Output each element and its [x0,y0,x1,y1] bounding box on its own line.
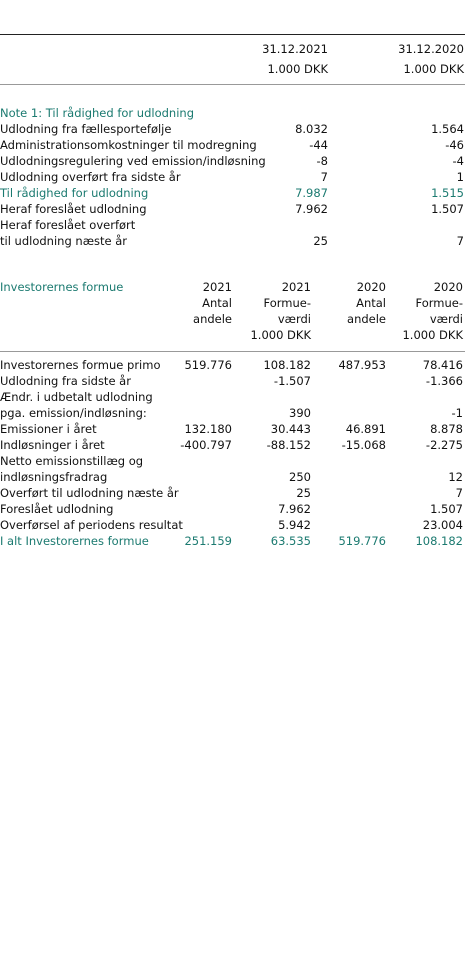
row-label: Investorernes formue primo [0,358,161,372]
column-header: 1.000 DKK [402,328,463,342]
row-label: Ændr. i udbetalt udlodning [0,390,153,404]
cell-value: 46.891 [345,422,386,436]
column-header: 2021 [202,280,232,294]
column-header: 1.000 DKK [250,328,311,342]
column-header: andele [347,312,386,326]
row-label: Overførsel af periodens resultat [0,518,183,532]
cell-value: 5.942 [278,518,311,532]
column-header: 2020 [433,280,463,294]
cell-value: 12 [448,470,463,484]
column-header: Formue- [415,296,463,310]
cell-value: 30.443 [270,422,311,436]
section-title: Investorernes formue [0,280,124,294]
column-header: værdi [277,312,311,326]
cell-value: 8.032 [295,122,328,136]
cell-value: 7 [455,486,463,500]
cell-value: -44 [309,138,328,152]
cell-value: -1 [451,406,463,420]
row-label: Overført til udlodning næste år [0,486,179,500]
top-rule [0,34,465,35]
row-label: indløsningsfradrag [0,470,108,484]
row-label: Indløsninger i året [0,438,105,452]
column-header: værdi [429,312,463,326]
cell-value: 108.182 [263,358,311,372]
row-label: Udlodning fra sidste år [0,374,131,388]
cell-value: 63.535 [270,534,311,548]
cell-value: 132.180 [184,422,232,436]
cell-value: -1.507 [273,374,311,388]
cell-value: -46 [445,138,464,152]
column-header: 2020 [356,280,386,294]
row-label: Til rådighed for udlodning [0,186,149,200]
column-header: Antal [356,296,386,310]
row-label: I alt Investorernes formue [0,534,149,548]
cell-value: 7.962 [278,502,311,516]
cell-value: -2.275 [425,438,463,452]
cell-value: -15.068 [341,438,386,452]
cell-value: 519.776 [184,358,232,372]
cell-value: 1.564 [431,122,464,136]
cell-value: 23.004 [422,518,463,532]
column-header: Antal [202,296,232,310]
cell-value: 8.878 [430,422,463,436]
cell-value: 7.987 [295,186,328,200]
cell-value: 1.507 [431,202,464,216]
row-label: Emissioner i året [0,422,97,436]
cell-value: -8 [316,154,328,168]
row-label: Netto emissionstillæg og [0,454,144,468]
row-label: pga. emission/indløsning: [0,406,147,420]
column-header: 1.000 DKK [267,62,328,76]
cell-value: 251.159 [184,534,232,548]
cell-value: 1 [456,170,464,184]
cell-value: 25 [313,234,328,248]
column-header: andele [193,312,232,326]
cell-value: 487.953 [338,358,386,372]
cell-value: -400.797 [180,438,232,452]
header-rule [0,351,465,352]
row-label: Udlodning overført fra sidste år [0,170,181,184]
column-header: 31.12.2021 [262,42,328,56]
row-label: Udlodning fra fællesportefølje [0,122,172,136]
cell-value: 390 [289,406,311,420]
cell-value: 7 [456,234,464,248]
row-label: Note 1: Til rådighed for udlodning [0,106,194,120]
cell-value: -88.152 [266,438,311,452]
cell-value: 7.962 [295,202,328,216]
cell-value: 108.182 [415,534,463,548]
cell-value: 25 [296,486,311,500]
cell-value: 250 [289,470,311,484]
cell-value: 78.416 [422,358,463,372]
header-rule [0,84,465,85]
row-label: til udlodning næste år [0,234,127,248]
row-label: Heraf foreslået udlodning [0,202,147,216]
column-header: 2021 [281,280,311,294]
row-label: Foreslået udlodning [0,502,114,516]
cell-value: 1.515 [431,186,464,200]
cell-value: -1.366 [425,374,463,388]
cell-value: 1.507 [430,502,463,516]
column-header: 1.000 DKK [403,62,464,76]
row-label: Heraf foreslået overført [0,218,136,232]
column-header: 31.12.2020 [398,42,464,56]
row-label: Administrationsomkostninger til modregni… [0,138,257,152]
column-header: Formue- [263,296,311,310]
cell-value: 519.776 [338,534,386,548]
cell-value: 7 [320,170,328,184]
cell-value: -4 [452,154,464,168]
row-label: Udlodningsregulering ved emission/indløs… [0,154,266,168]
